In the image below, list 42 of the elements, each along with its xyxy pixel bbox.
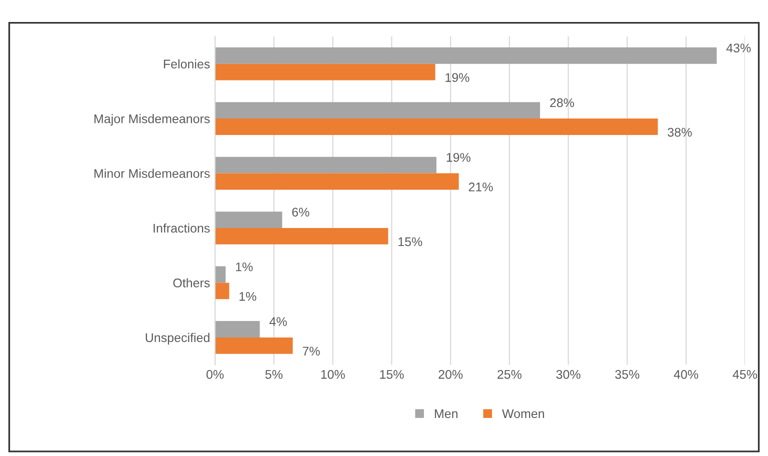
bar — [215, 337, 293, 354]
data-label: 21% — [468, 182, 493, 192]
x-tick-label: 15% — [380, 370, 404, 379]
y-tick-label: Unspecified — [146, 332, 210, 345]
x-tick-label: 0% — [206, 370, 224, 379]
data-label: 6% — [292, 208, 310, 217]
x-tick-label: 45% — [732, 370, 758, 379]
x-tick-label: 10% — [321, 370, 345, 379]
legend-label: Women — [502, 409, 544, 418]
bar — [215, 266, 226, 283]
y-tick-label: Minor Misdemeanors — [94, 168, 210, 178]
y-tick-label: Felonies — [164, 59, 210, 68]
bar — [215, 47, 717, 64]
data-label: 7% — [302, 346, 320, 356]
bar — [215, 228, 388, 244]
data-label: 1% — [240, 292, 256, 301]
x-tick-label: 5% — [265, 370, 283, 379]
bar — [215, 102, 540, 119]
legend-label: Men — [434, 409, 458, 418]
x-tick-label: 40% — [674, 370, 698, 379]
data-label: 19% — [446, 153, 470, 162]
data-label: 19% — [446, 73, 470, 82]
bar — [215, 212, 282, 228]
x-tick-label: 35% — [615, 370, 640, 379]
bar — [215, 156, 436, 174]
x-tick-label: 30% — [556, 370, 580, 379]
x-tick-label: 25% — [498, 370, 522, 379]
y-tick-label: Major Misdemeanors — [94, 114, 210, 126]
data-label: 15% — [398, 237, 422, 246]
data-label: 38% — [668, 128, 692, 137]
data-label: 43% — [726, 44, 751, 52]
y-tick-label: Infractions — [154, 223, 210, 233]
data-label: 28% — [550, 98, 574, 108]
bar — [215, 64, 436, 80]
bar — [215, 118, 658, 135]
bar — [215, 282, 230, 300]
data-label: 1% — [236, 262, 253, 272]
bar — [215, 321, 260, 338]
y-tick-label: Others — [173, 278, 210, 288]
x-tick-label: 20% — [438, 370, 463, 379]
bar — [215, 173, 459, 190]
data-label: 4% — [269, 317, 287, 326]
